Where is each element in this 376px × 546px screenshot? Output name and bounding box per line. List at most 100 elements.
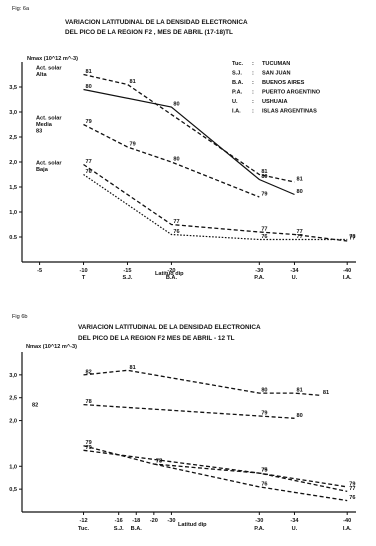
x-tick-label: -16 (115, 518, 123, 524)
x-tick-label: -5 (37, 268, 42, 274)
station-label: P.A. (254, 275, 265, 281)
station-label: Tuc. (78, 526, 90, 532)
legend-name: SAN JUAN (262, 71, 291, 77)
series-annotation: Baja (36, 167, 49, 173)
series-line (83, 445, 348, 493)
legend-sep: : (252, 80, 254, 86)
data-point-label: 80 (173, 102, 179, 108)
data-point-label: 77 (86, 159, 92, 165)
data-point-label: 81 (261, 169, 267, 175)
data-point-label: 80 (173, 157, 179, 163)
data-point-label: 79 (261, 192, 267, 198)
series-annotation: Act. solar (36, 116, 62, 122)
legend-name: PUERTO ARGENTINO (262, 90, 321, 96)
series-annotation: Act. solar (36, 161, 62, 167)
data-point-label: 80 (296, 189, 302, 195)
series-annotation: 83 (36, 129, 42, 135)
data-point-label: 81 (129, 79, 135, 85)
station-label: T (82, 275, 86, 281)
station-label: I.A. (343, 526, 352, 532)
data-point-label: 79 (261, 411, 267, 417)
legend-code: B.A. (232, 80, 244, 86)
data-point-label: 80 (86, 84, 92, 90)
station-label: S.J. (122, 275, 132, 281)
legend-code: S.J. (232, 71, 242, 77)
x-tick-label: -34 (290, 518, 299, 524)
series-line (83, 88, 295, 196)
data-point-label: 80 (296, 413, 302, 419)
legend-sep: : (252, 109, 254, 115)
legend-name: USHUAIA (262, 99, 287, 105)
station-label: P.A. (254, 526, 265, 532)
data-point-label: 77 (261, 227, 267, 233)
data-point-label: 79 (349, 481, 355, 487)
legend-sep: : (252, 99, 254, 105)
axes-b: 0,5 1,0 2,0 2,5 3,0 -12 -16 -18 -20 -30 -30 -34 -40 T… (9, 352, 356, 532)
legend-name: BUENOS AIRES (262, 80, 305, 86)
series-line (153, 463, 348, 502)
data-point-label: 79 (129, 142, 135, 148)
series-line (83, 369, 321, 397)
data-point-label: 79 (86, 445, 92, 451)
data-point-label: 80 (261, 388, 267, 394)
series-line (83, 403, 295, 419)
fig-label-b: Fig 6b (12, 314, 28, 320)
data-point-label: 81 (86, 69, 92, 75)
y-tick-label: 3,5 (9, 85, 17, 91)
x-tick-label: -34 (290, 268, 299, 274)
legend-name: TUCUMAN (262, 61, 290, 67)
x-axis-label-b: Latitud dip (178, 522, 207, 528)
legend-code: U. (232, 99, 238, 105)
data-point-label: 81 (296, 177, 302, 183)
x-tick-label: -30 (255, 268, 263, 274)
x-tick-label: -15 (123, 268, 131, 274)
legend-sep: : (252, 90, 254, 96)
station-label: B.A. (166, 275, 178, 281)
legend-sep: : (252, 71, 254, 77)
chart-title-a-line-2: DEL PICO DE LA REGION F2 , MES DE ABRIL … (65, 29, 233, 36)
chart-panel-a: Fig: 6a VARIACION LATITUDINAL DE LA DENS… (9, 6, 356, 281)
data-point-label: 82 (86, 369, 92, 375)
fig-label-a: Fig: 6a (12, 6, 30, 12)
chart-title-a-line-1: VARIACION LATITUDINAL DE LA DENSIDAD ELE… (65, 19, 248, 26)
series-line (83, 163, 348, 242)
data-point-label: 76 (173, 229, 179, 235)
chart-title-b-line-1: VARIACION LATITUDINAL DE LA DENSIDAD ELE… (78, 324, 261, 331)
series-annotation: Act. solar (36, 66, 62, 72)
data-point-label: 76 (261, 481, 267, 487)
data-point-label: 76 (86, 169, 92, 175)
side-annotation: 82 (32, 403, 38, 409)
legend-name: ISLAS ARGENTINAS (262, 109, 317, 115)
series-annotation: Media (36, 122, 53, 128)
data-point-label: 81 (296, 388, 302, 394)
chart-title-b-line-2: DEL PICO DE LA REGION F2 MES DE ABRIL - … (78, 335, 235, 342)
y-axis-label-b: Nmax (10^12 m^-3) (26, 344, 77, 350)
side-labels-b: 82 (32, 403, 38, 409)
data-point-label: 77 (349, 486, 355, 492)
data-point-label: 77 (296, 229, 302, 235)
data-point-label: 80 (261, 174, 267, 180)
data-point-label: 77 (296, 234, 302, 240)
y-tick-label: 2,5 (9, 135, 17, 141)
y-tick-label: 3,0 (9, 373, 17, 379)
data-point-label: 79 (86, 440, 92, 446)
y-tick-label: 1,0 (9, 464, 17, 470)
legend-sep: : (252, 61, 254, 67)
x-tick-label: -20 (167, 268, 175, 274)
station-label: I.A. (343, 275, 352, 281)
legend-code: I.A. (232, 109, 241, 115)
legend-code: Tuc. (232, 61, 244, 67)
y-tick-label: 0,5 (9, 487, 17, 493)
data-point-label: 78 (86, 399, 92, 405)
data-point-label: 78 (156, 459, 162, 465)
chart-panel-b: Fig 6b VARIACION LATITUDINAL DE LA DENSI… (9, 314, 356, 532)
y-tick-label: 3,0 (9, 110, 17, 116)
x-axis-label-a: Latitud dip (155, 271, 184, 277)
axes-a: 0.5 1,0 1,5 2,0 2,5 3,0 3,5 -5 -10 -15 -20 -30 -34 -4… (9, 62, 356, 281)
x-tick-label: -18 (132, 518, 140, 524)
series-line (83, 123, 260, 198)
y-tick-label: 1,5 (9, 185, 17, 191)
